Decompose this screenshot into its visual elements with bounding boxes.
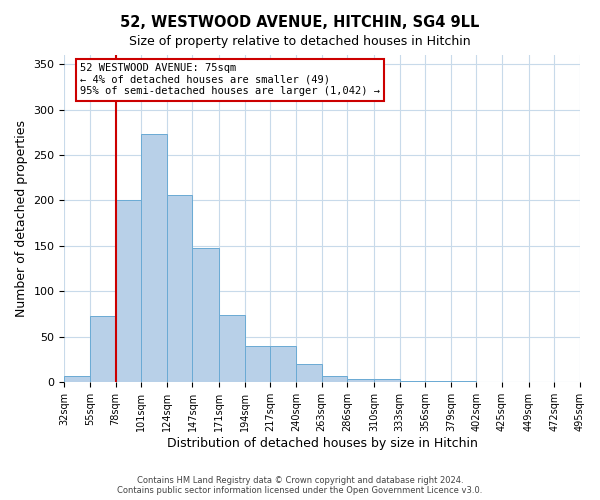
Text: Size of property relative to detached houses in Hitchin: Size of property relative to detached ho… [129,35,471,48]
Bar [322,376,347,382]
Text: 52 WESTWOOD AVENUE: 75sqm
← 4% of detached houses are smaller (49)
95% of semi-d: 52 WESTWOOD AVENUE: 75sqm ← 4% of detach… [80,63,380,96]
Text: Contains HM Land Registry data © Crown copyright and database right 2024.
Contai: Contains HM Land Registry data © Crown c… [118,476,482,495]
Bar [90,316,116,382]
Bar [296,364,322,382]
Bar [64,376,90,382]
Bar [219,315,245,382]
Y-axis label: Number of detached properties: Number of detached properties [15,120,28,317]
Text: 52, WESTWOOD AVENUE, HITCHIN, SG4 9LL: 52, WESTWOOD AVENUE, HITCHIN, SG4 9LL [121,15,479,30]
Bar [451,380,476,382]
Bar [245,346,271,383]
X-axis label: Distribution of detached houses by size in Hitchin: Distribution of detached houses by size … [167,437,478,450]
Bar [141,134,167,382]
Bar [347,378,374,382]
Bar [116,200,141,382]
Bar [271,346,296,383]
Bar [193,248,219,382]
Bar [374,378,400,382]
Bar [167,195,193,382]
